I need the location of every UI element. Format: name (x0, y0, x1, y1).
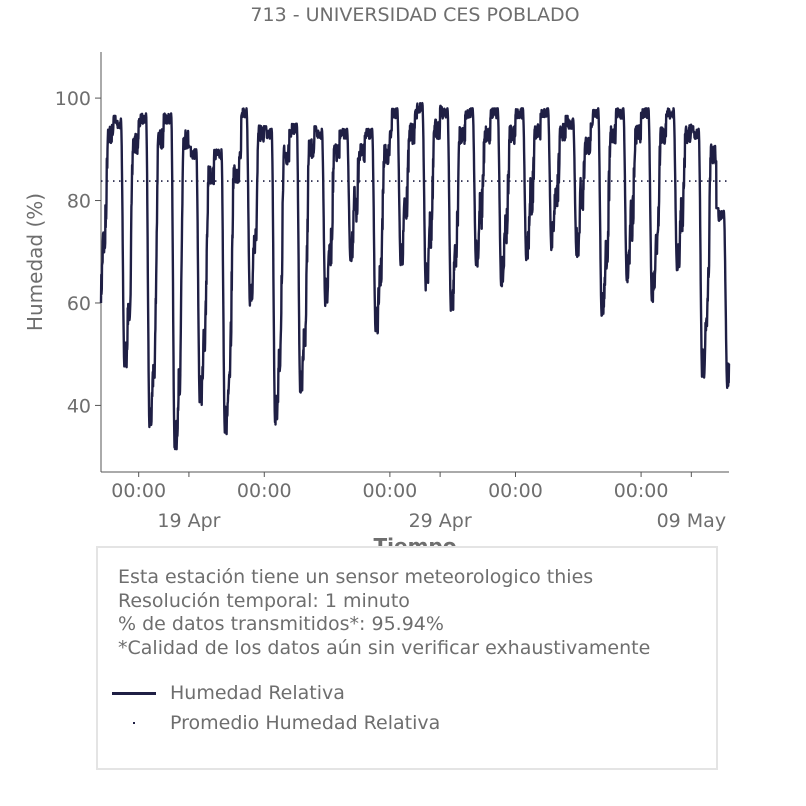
y-ticks: 40 60 80 100 (55, 88, 101, 417)
legend-label-average: Promedio Humedad Relativa (170, 712, 441, 734)
x-ticks: 00:00 00:00 00:00 00:00 00:00 19 Apr 29 Apr 09 … (111, 472, 726, 532)
series-layer (99, 101, 731, 451)
info-line-quality: *Calidad de los datos aún sin verificar … (118, 636, 651, 659)
info-line-sensor: Esta estación tiene un sensor meteorolog… (118, 566, 594, 588)
y-axis: 40 60 80 100 Humedad (%) (23, 52, 102, 472)
legend-line-swatch (112, 681, 156, 705)
y-tick-label: 80 (67, 191, 91, 213)
x-tick-label: 00:00 (362, 480, 417, 502)
humidity-line (99, 101, 731, 451)
info-line-transmitted: % de datos transmitidos*: 95.94% (118, 613, 444, 635)
chart-title: 713 - UNIVERSIDAD CES POBLADO (250, 4, 579, 26)
x-tick-label: 00:00 (488, 480, 543, 502)
x-tick-label: 00:00 (237, 480, 292, 502)
legend-label-humidity: Humedad Relativa (170, 682, 345, 704)
y-tick-label: 60 (67, 293, 91, 315)
legend-item-humidity: Humedad Relativa (112, 681, 345, 705)
info-legend-box: Esta estación tiene un sensor meteorolog… (96, 546, 718, 770)
y-tick-label: 40 (67, 395, 91, 417)
y-axis-title: Humedad (%) (23, 193, 47, 331)
station-info: Esta estación tiene un sensor meteorolog… (118, 566, 650, 660)
y-tick-label: 100 (55, 88, 91, 110)
x-date-label: 09 May (657, 510, 727, 532)
legend-dot-swatch (112, 711, 156, 735)
x-date-label: 29 Apr (409, 510, 472, 532)
x-date-label: 19 Apr (157, 510, 220, 532)
x-tick-label: 00:00 (111, 480, 166, 502)
info-line-resolution: Resolución temporal: 1 minuto (118, 589, 410, 612)
x-tick-label: 00:00 (614, 480, 669, 502)
legend-item-average: Promedio Humedad Relativa (112, 711, 440, 735)
